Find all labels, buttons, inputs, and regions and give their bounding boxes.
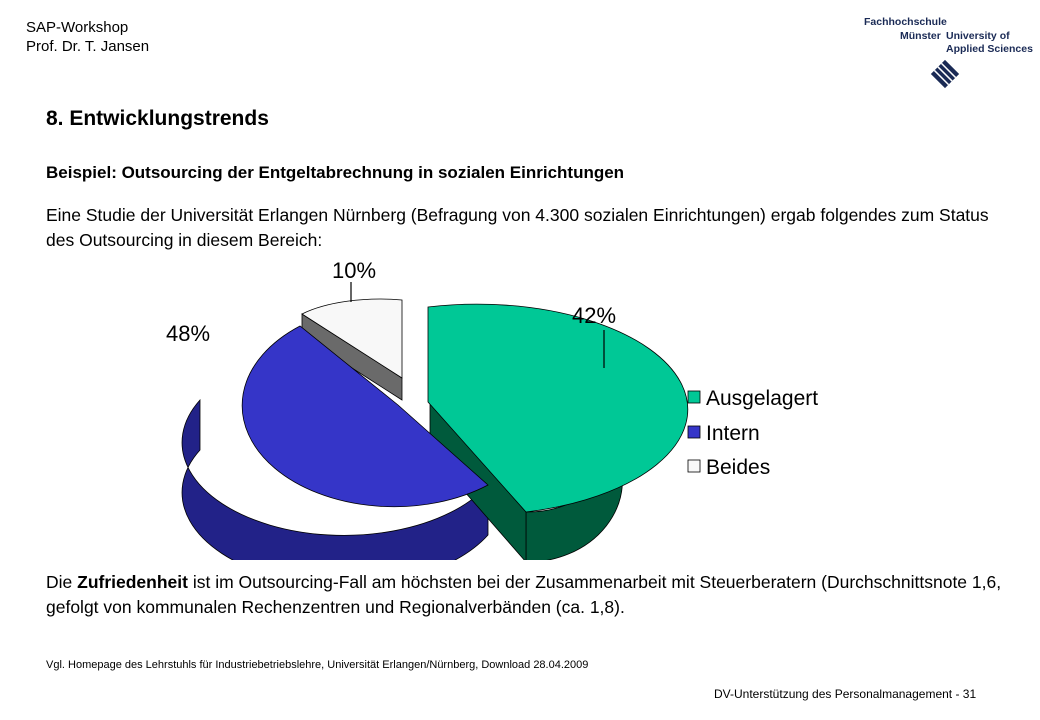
legend-label-beides: Beides	[706, 456, 770, 479]
logo-line-2b: University of	[946, 30, 1010, 42]
logo-line-1: Fachhochschule	[864, 16, 947, 28]
header-info: SAP-Workshop Prof. Dr. T. Jansen	[26, 18, 149, 56]
conclusion-paragraph: Die Zufriedenheit ist im Outsourcing-Fal…	[46, 570, 1026, 620]
logo-line-3: Applied Sciences	[946, 43, 1033, 55]
pie-slice-beides	[301, 298, 403, 379]
conclusion-pre: Die	[46, 572, 78, 592]
page-subtitle: Beispiel: Outsourcing der Entgeltabrechn…	[46, 163, 625, 182]
legend-swatch-intern	[687, 425, 701, 439]
university-logo: Fachhochschule Münster University of App…	[860, 14, 1033, 90]
author-name: Prof. Dr. T. Jansen	[26, 38, 150, 55]
label-beides: 10%	[332, 258, 376, 283]
pie-side-intern	[181, 398, 489, 560]
pie-slice-intern	[241, 325, 489, 508]
conclusion-post: ist im Outsourcing-Fall am höchsten bei …	[46, 572, 1002, 617]
conclusion-bold: Zufriedenheit	[77, 572, 188, 592]
outsourcing-pie-chart: 10% 42% 48% Ausgelagert Intern Beides	[166, 258, 818, 560]
source-note: Vgl. Homepage des Lehrstuhls für Industr…	[46, 659, 589, 671]
label-intern: 48%	[166, 321, 210, 346]
intro-paragraph: Eine Studie der Universität Erlangen Nür…	[46, 205, 989, 250]
legend-swatch-beides	[687, 459, 701, 473]
legend-label-ausgelagert: Ausgelagert	[706, 387, 818, 410]
page-footer: DV-Unterstützung des Personalmanagement …	[714, 687, 977, 701]
chart-legend: Ausgelagert Intern Beides	[687, 387, 818, 479]
legend-swatch-ausgelagert	[687, 390, 701, 404]
logo-line-2a: Münster	[900, 30, 941, 42]
label-ausgelagert: 42%	[572, 303, 616, 328]
university-emblem-icon	[930, 59, 960, 89]
legend-label-intern: Intern	[706, 422, 760, 445]
pie-slice-ausgelagert	[427, 303, 689, 513]
page-title: 8. Entwicklungstrends	[46, 107, 269, 130]
workshop-name: SAP-Workshop	[26, 19, 129, 36]
